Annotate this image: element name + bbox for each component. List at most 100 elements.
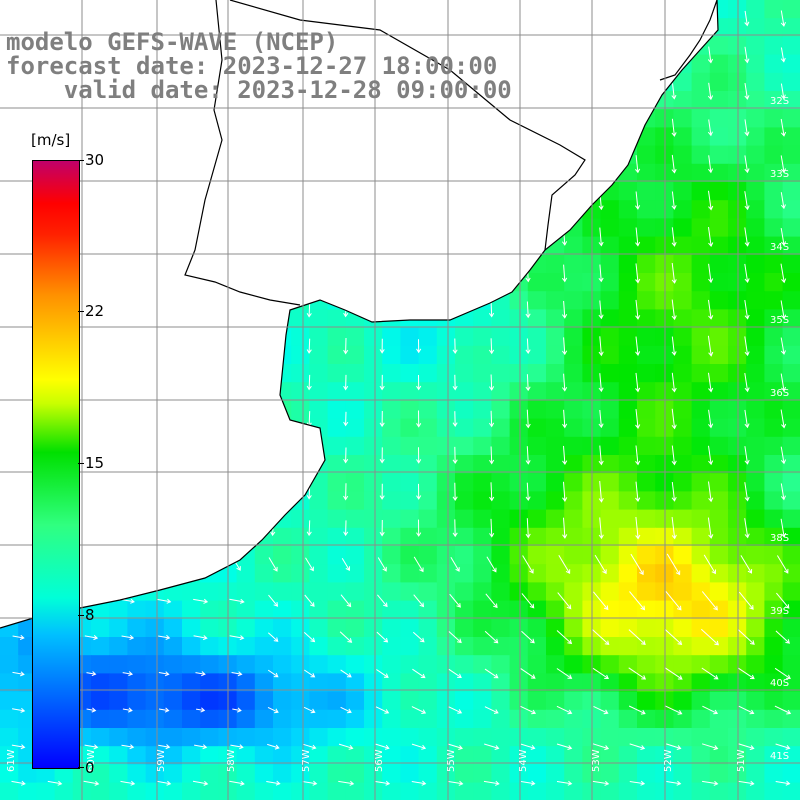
wind-cell: [418, 509, 438, 529]
wind-arrow: [738, 591, 754, 610]
wind-cell: [491, 673, 511, 693]
wind-cell: [691, 218, 711, 238]
wind-cell: [709, 400, 729, 420]
wind-cell: [327, 327, 347, 347]
wind-arrow: [598, 373, 604, 393]
wind-cell: [436, 418, 456, 438]
wind-cell: [364, 491, 383, 511]
wind-cell: [145, 637, 165, 656]
wind-cell: [145, 655, 165, 674]
wind-cell: [273, 655, 292, 674]
wind-cell: [145, 709, 165, 729]
wind-arrow: [196, 707, 206, 713]
wind-arrow: [448, 631, 462, 644]
wind-arrow: [664, 629, 683, 646]
wind-cell: [473, 527, 492, 547]
wind-cell: [455, 527, 474, 547]
wind-cell: [673, 254, 693, 274]
wind-arrow: [267, 706, 279, 714]
wind-cell: [400, 473, 420, 492]
wind-cell: [746, 163, 765, 183]
wind-cell: [527, 400, 547, 420]
wind-cell: [691, 764, 711, 784]
wind-cell: [455, 473, 474, 492]
wind-cell: [709, 145, 729, 165]
wind-cell: [527, 582, 547, 602]
wind-cell: [782, 345, 800, 365]
wind-cell: [746, 455, 765, 474]
wind-cell: [163, 600, 183, 620]
wind-arrow: [447, 780, 464, 786]
wind-arrow: [628, 629, 646, 646]
wind-cell: [709, 291, 729, 310]
wind-cell: [764, 600, 784, 620]
wind-cell: [345, 782, 365, 800]
wind-cell: [509, 782, 529, 800]
wind-cell: [600, 400, 620, 420]
wind-arrow: [776, 555, 789, 574]
wind-cell: [327, 455, 347, 474]
wind-cell: [691, 746, 711, 765]
wind-cell: [473, 600, 492, 620]
wind-cell: [527, 527, 547, 547]
wind-cell: [728, 0, 747, 19]
wind-cell: [618, 200, 638, 219]
wind-cell: [782, 72, 800, 92]
wind-cell: [418, 728, 438, 747]
wind-cell: [418, 382, 438, 401]
lon-label: 61W: [6, 749, 17, 772]
wind-cell: [382, 382, 401, 401]
wind-cell: [546, 546, 565, 565]
wind-cell: [691, 91, 711, 110]
wind-arrow: [740, 555, 753, 574]
wind-arrow: [484, 630, 499, 644]
lon-label: 59W: [156, 749, 167, 772]
wind-cell: [491, 382, 511, 401]
wind-cell: [54, 782, 74, 800]
wind-cell: [728, 109, 747, 128]
wind-cell: [600, 382, 620, 401]
wind-cell: [473, 709, 492, 729]
wind-cell: [382, 728, 401, 747]
wind-cell: [509, 418, 529, 438]
wind-cell: [673, 309, 693, 329]
wind-cell: [418, 564, 438, 583]
wind-cell: [327, 709, 347, 729]
wind-cell: [345, 345, 365, 365]
wind-cell: [728, 182, 747, 201]
wind-arrow: [266, 780, 281, 786]
wind-cell: [455, 728, 474, 747]
wind-arrow: [592, 629, 610, 646]
wind-cell: [364, 673, 383, 693]
wind-arrow: [413, 556, 424, 573]
wind-cell: [546, 345, 565, 365]
wind-arrow: [343, 520, 349, 537]
wind-cell: [400, 345, 420, 365]
wind-cell: [109, 782, 128, 800]
wind-arrow: [375, 706, 390, 714]
wind-cell: [746, 345, 765, 365]
wind-cell: [382, 782, 401, 800]
wind-cell: [491, 546, 511, 565]
wind-arrow: [708, 190, 714, 211]
wind-cell: [345, 746, 365, 765]
wind-cell: [309, 691, 329, 711]
wind-arrow: [744, 155, 750, 174]
wind-cell: [673, 764, 693, 784]
wind-arrow: [780, 192, 786, 210]
wind-cell: [182, 764, 201, 784]
wind-arrow: [630, 553, 644, 576]
wind-arrow: [343, 337, 349, 355]
wind-cell: [564, 618, 583, 638]
wind-cell: [746, 473, 765, 492]
wind-arrow: [411, 706, 427, 714]
wind-cell: [309, 618, 329, 638]
wind-cell: [236, 746, 256, 765]
wind-cell: [764, 309, 784, 329]
wind-cell: [491, 691, 511, 711]
wind-arrow: [665, 591, 682, 611]
wind-cell: [746, 36, 765, 56]
wind-arrow: [744, 83, 750, 100]
wind-cell: [709, 600, 729, 620]
wind-cell: [709, 782, 729, 800]
